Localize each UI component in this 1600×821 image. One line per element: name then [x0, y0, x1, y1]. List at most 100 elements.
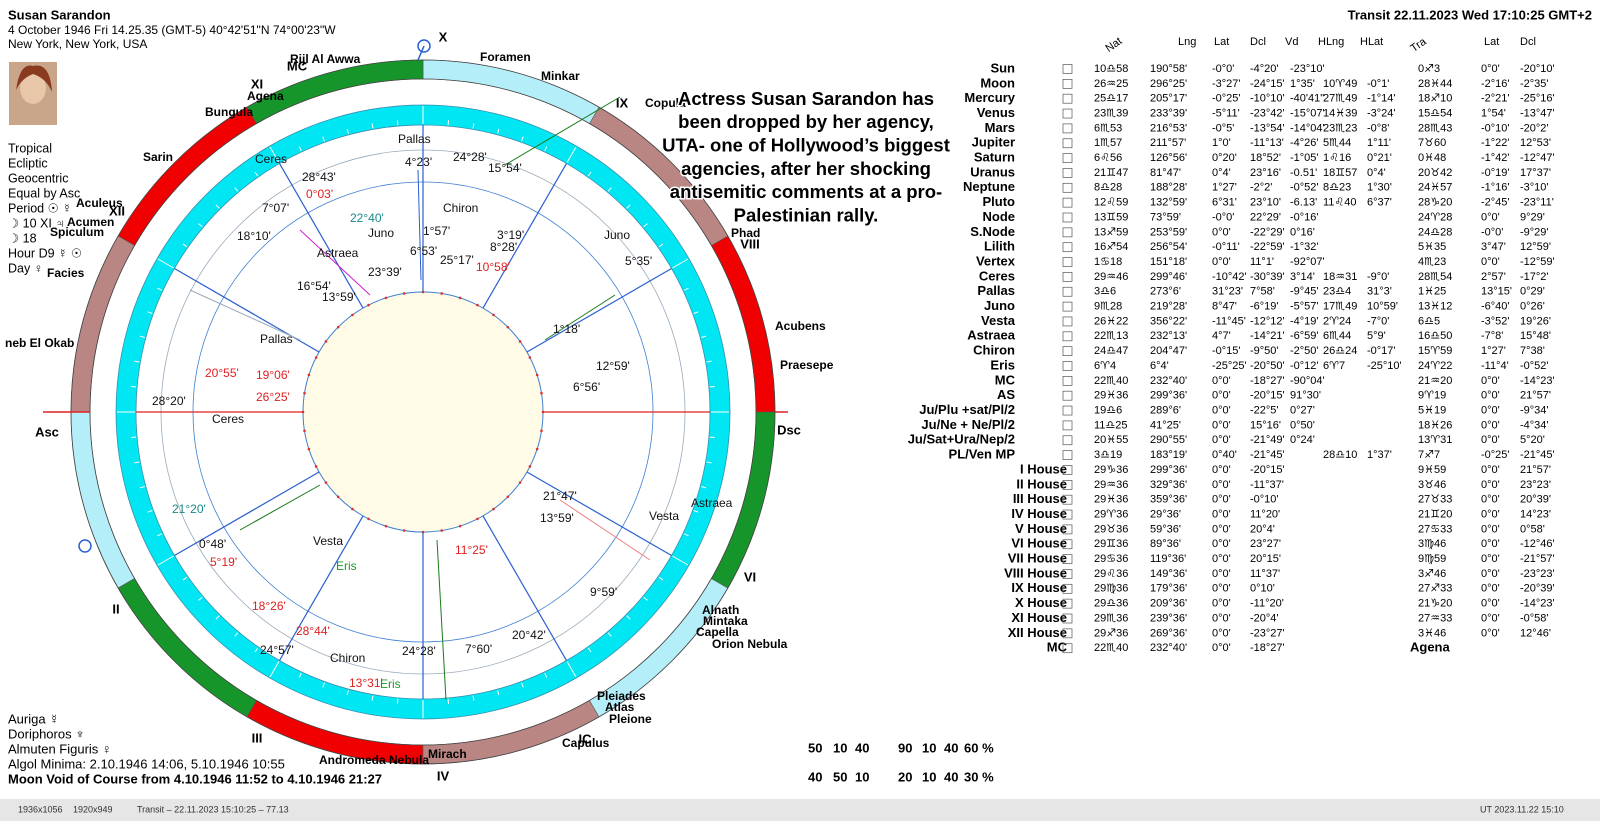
cell-lng: 41°25'	[1150, 419, 1181, 431]
aspect-box	[1062, 331, 1073, 342]
cell-dcl: -10°10'	[1250, 93, 1285, 105]
cell-lng: 253°59'	[1150, 226, 1187, 238]
inner-dot	[440, 292, 444, 295]
degree-tick	[472, 123, 475, 129]
element-stat: 40	[944, 769, 958, 784]
inner-dot	[303, 429, 306, 433]
house-label: X	[439, 29, 448, 44]
fixed-star: Copula	[645, 96, 686, 110]
row-name: Vertex	[976, 253, 1016, 268]
cell-tra-lat: -2°45'	[1481, 197, 1510, 209]
cell-lat: 0°0'	[1212, 538, 1231, 550]
aspect-box	[1062, 583, 1073, 594]
planet-label: 28°44'	[296, 624, 330, 638]
row-name: IX House	[1011, 580, 1067, 595]
degree-tick	[643, 223, 648, 228]
cell-tra-dcl: -20°39'	[1520, 583, 1555, 595]
cell-lat: -10°42'	[1212, 271, 1247, 283]
planet-label: 24°28'	[402, 644, 436, 658]
fixed-star: Orion Nebula	[712, 637, 788, 651]
aspect-box	[1062, 480, 1073, 490]
cell-lat: 8°47'	[1212, 301, 1237, 313]
fixed-star: Mintaka	[703, 614, 748, 628]
planet-label: 28°20'	[152, 394, 186, 408]
chart-setting: Day ♀	[8, 261, 43, 275]
cell-vd: -4°19'	[1290, 315, 1319, 327]
row-name: Ju/Ne + Ne/Pl/2	[921, 417, 1015, 432]
degree-tick	[706, 461, 712, 464]
element-stat: 10	[922, 769, 936, 784]
planet-label: 9°59'	[590, 585, 617, 599]
cell-tra-lat: 13°15'	[1481, 286, 1512, 298]
status-item: Transit – 22.11.2023 15:10:25 – 77.13	[137, 804, 289, 814]
house-cusp	[174, 471, 320, 557]
row-name: S.Node	[970, 224, 1015, 239]
planet-label: Chiron	[443, 201, 478, 215]
aspect-box	[1062, 405, 1073, 416]
row-name: VII House	[1008, 551, 1067, 566]
aspect-box	[1062, 168, 1073, 178]
aspect-box	[1062, 613, 1073, 624]
degree-tick	[322, 136, 325, 142]
cell-lat: 0°0'	[1212, 434, 1231, 446]
cell-tra: 3♍46	[1418, 538, 1446, 550]
inner-dot	[476, 517, 479, 521]
house-cusp	[482, 163, 568, 309]
cell-lng: 239°36'	[1150, 612, 1187, 624]
cell-tra-dcl: -3°10'	[1520, 182, 1549, 194]
row-name: V House	[1015, 521, 1067, 536]
degree-tick	[254, 171, 259, 177]
planet-label: 21°47'	[543, 489, 577, 503]
cell-tra-dcl: 9°29'	[1520, 211, 1545, 223]
cell-tra: 28♏54	[1418, 271, 1452, 283]
inner-dot	[535, 447, 539, 451]
degree-tick	[566, 661, 577, 678]
cell-lat: 0°0'	[1212, 583, 1231, 595]
cell-nat: 29♒46	[1094, 271, 1128, 283]
cell-lat: 31°23'	[1212, 286, 1243, 298]
cell-dcl: 7°58'	[1250, 286, 1275, 298]
degree-tick	[643, 596, 648, 601]
cell-hlat: -1°14'	[1367, 93, 1396, 105]
cell-vd: -1°05'	[1290, 152, 1319, 164]
degree-tick	[672, 258, 689, 269]
cell-nat: 3♎19	[1094, 449, 1122, 461]
element-stat: 60 %	[964, 740, 994, 755]
cell-tra-dcl: 21°57'	[1520, 390, 1551, 402]
row-name: MC	[1047, 640, 1068, 655]
cell-lng: 29°36'	[1150, 508, 1181, 520]
row-name: Ju/Sat+Ura/Nep/2	[908, 432, 1015, 447]
planet-label: Pallas	[398, 132, 431, 146]
cell-tra: 0♐3	[1418, 63, 1440, 75]
row-name: AS	[997, 387, 1015, 402]
aspect-box	[1062, 465, 1073, 475]
cell-tra-lat: 0°0'	[1481, 612, 1500, 624]
planet-label: 10°58'	[476, 260, 510, 274]
cell-tra-lat: -0°0'	[1481, 226, 1503, 238]
aspect-box	[1062, 227, 1073, 238]
cell-dcl: 23°16'	[1250, 167, 1281, 179]
element-stat: 10	[922, 740, 936, 755]
planet-label: 5°35'	[625, 254, 652, 268]
row-name: IV House	[1011, 506, 1067, 521]
cell-hlng: 10♈49	[1323, 78, 1357, 90]
cell-tra-dcl: 0°26'	[1520, 301, 1545, 313]
cell-lng: 256°54'	[1150, 241, 1187, 253]
aspect-box	[1062, 554, 1073, 564]
degree-tick	[658, 243, 664, 248]
cell-lng: 216°53'	[1150, 122, 1187, 134]
degree-tick	[269, 146, 280, 163]
cell-tra: 27♐33	[1418, 583, 1452, 595]
cell-hlng: 27♏49	[1323, 93, 1357, 105]
fixed-star: Alnath	[702, 603, 739, 617]
cell-vd: 0°16'	[1290, 226, 1315, 238]
inner-dot	[314, 465, 318, 468]
aspect-box	[1062, 64, 1073, 74]
cell-hlat: 31°3'	[1367, 286, 1392, 298]
cell-tra-dcl: -4°34'	[1520, 419, 1549, 431]
degree-tick	[587, 171, 592, 177]
degree-tick	[683, 533, 689, 537]
cell-nat: 13♊59	[1094, 211, 1128, 223]
planet-label: Ceres	[212, 412, 244, 426]
